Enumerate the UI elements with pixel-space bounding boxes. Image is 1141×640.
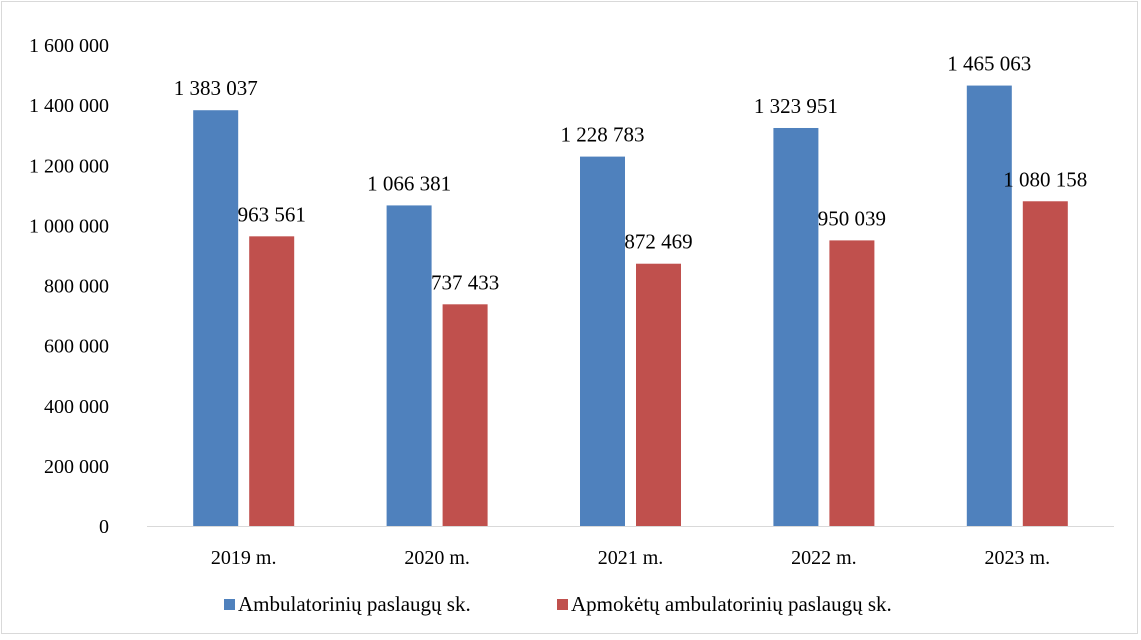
data-label: 1 383 037 — [174, 76, 258, 100]
x-tick-label: 2021 m. — [598, 547, 664, 569]
y-tick-label: 400 000 — [44, 396, 109, 418]
bar-ambulatory-2 — [580, 156, 625, 526]
y-tick-label: 0 — [99, 516, 109, 538]
legend-label: Ambulatorinių paslaugų sk. — [238, 592, 471, 616]
x-tick-label: 2019 m. — [211, 547, 277, 569]
bar-paid-3 — [829, 240, 875, 526]
bar-ambulatory-0 — [193, 110, 239, 527]
bar-paid-0 — [249, 236, 295, 526]
bar-ambulatory-1 — [386, 205, 432, 527]
y-tick-label: 1 600 000 — [29, 35, 109, 57]
x-tick-label: 2023 m. — [985, 547, 1051, 569]
legend: Ambulatorinių paslaugų sk. Apmokėtų ambul… — [224, 592, 892, 616]
x-tick-label: 2022 m. — [791, 547, 857, 569]
bar-ambulatory-4 — [966, 85, 1012, 527]
y-tick-label: 1 200 000 — [29, 155, 109, 177]
data-label: 1 465 063 — [947, 52, 1031, 76]
data-label: 950 039 — [818, 206, 886, 230]
bar-paid-1 — [442, 304, 488, 526]
data-label: 1 080 158 — [1003, 167, 1087, 191]
y-tick-label: 200 000 — [44, 456, 109, 478]
y-tick-label: 1 000 000 — [29, 215, 109, 237]
data-label: 872 469 — [624, 230, 692, 254]
bar-ambulatory-3 — [773, 127, 819, 526]
data-label: 1 228 783 — [561, 123, 645, 147]
x-axis-tick-labels: 2019 m. 2020 m. 2021 m. 2022 m. 2023 m. — [211, 547, 1050, 569]
y-axis-tick-labels: 0 200 000 400 000 600 000 800 000 1 000 000 1 … — [29, 35, 109, 538]
data-label: 737 433 — [431, 270, 499, 294]
bar-paid-2 — [636, 263, 681, 526]
legend-label: Apmokėtų ambulatorinių paslaugų sk. — [571, 592, 892, 616]
bar-paid-4 — [1022, 201, 1068, 526]
data-label: 963 561 — [238, 202, 306, 226]
legend-swatch — [557, 599, 568, 610]
data-labels: 1 383 037 963 561 1 066 381 737 433 1 228 78… — [174, 52, 1088, 295]
data-label: 1 323 951 — [754, 94, 838, 118]
data-label: 1 066 381 — [367, 171, 451, 195]
legend-swatch — [224, 599, 235, 610]
y-tick-label: 800 000 — [44, 276, 109, 298]
y-tick-label: 1 400 000 — [29, 95, 109, 117]
x-tick-label: 2020 m. — [404, 547, 470, 569]
bars — [193, 85, 1068, 527]
y-tick-label: 600 000 — [44, 336, 109, 358]
